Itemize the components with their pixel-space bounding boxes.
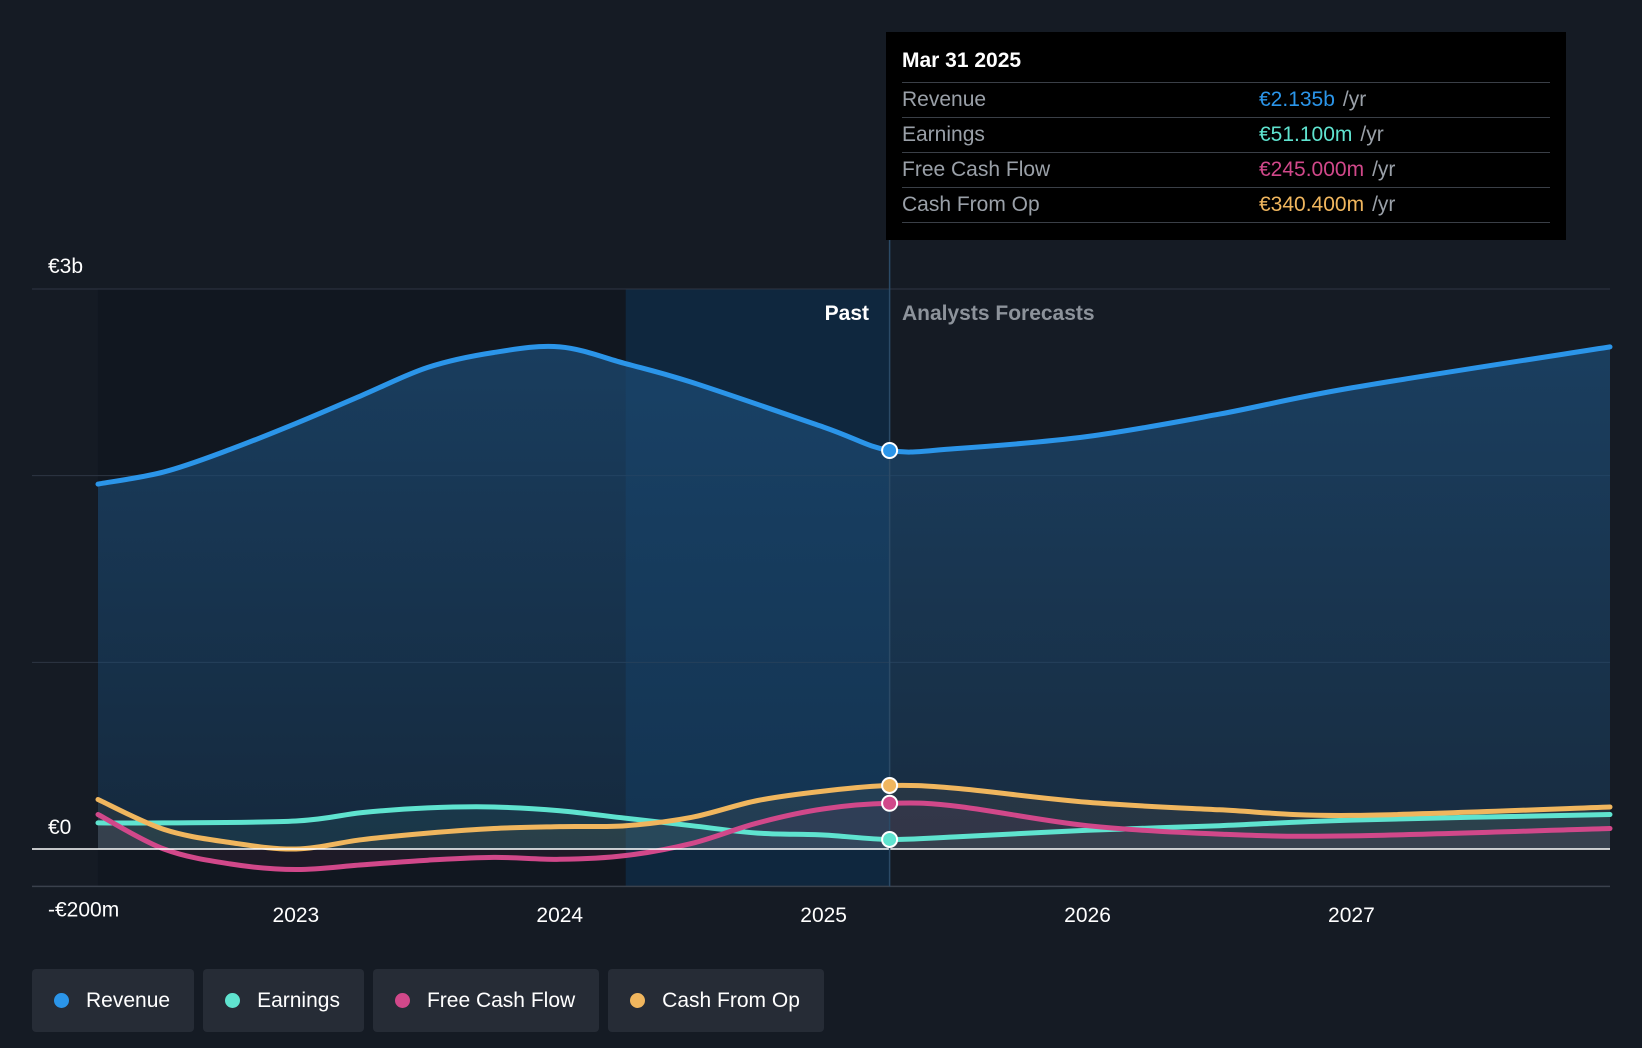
tooltip-row-unit: /yr (1372, 193, 1396, 216)
tooltip-date: Mar 31 2025 (902, 49, 1022, 72)
x-axis-labels: 2023 2024 2025 2026 2027 (273, 904, 1375, 927)
tooltip-row-unit: /yr (1342, 88, 1367, 111)
legend-item-free-cash-flow[interactable]: Free Cash Flow (372, 969, 600, 1032)
area-revenue (97, 346, 1611, 849)
area-earnings (97, 806, 1611, 849)
legend-label: Revenue (86, 988, 171, 1012)
point-free-cash-flow (881, 794, 899, 812)
legend-item-cash-from-op[interactable]: Cash From Op (608, 969, 824, 1032)
y-axis-labels: €3b €0 -€200m (48, 255, 119, 921)
line-free-cash-flow (95, 800, 1613, 873)
y-tick-label: €0 (48, 816, 71, 839)
legend-label: Free Cash Flow (426, 988, 576, 1012)
point-cash-from-op (881, 776, 899, 794)
tooltip-row-value: €2.135b (1259, 88, 1335, 111)
legend-dot-icon (394, 993, 410, 1008)
tooltip-row-value: €51.100m (1259, 123, 1353, 146)
legend-label: Cash From Op (662, 988, 800, 1012)
tooltip-row: Revenue €2.135b/yr (902, 82, 1550, 117)
tooltip-rows: Revenue €2.135b/yr Earnings €51.100m/yr Free… (902, 82, 1550, 223)
tooltip-row: Cash From Op €340.400m/yr (902, 187, 1550, 223)
legend-item-earnings[interactable]: Earnings (203, 969, 364, 1032)
y-tick-label: €3b (48, 255, 83, 278)
tooltip-row-label: Cash From Op (902, 193, 1040, 216)
tooltip-row: Free Cash Flow €245.000m/yr (902, 152, 1550, 187)
x-tick-label: 2023 (273, 904, 320, 927)
legend-dot-icon (54, 993, 69, 1008)
tooltip-row-value: €245.000m (1259, 158, 1365, 181)
tooltip-row-unit: /yr (1360, 123, 1384, 146)
tooltip-row-unit: /yr (1372, 158, 1396, 181)
tooltip-panel: Mar 31 2025 Revenue €2.135b/yr Earnings €51… (886, 32, 1566, 240)
legend-dot-icon (630, 993, 646, 1008)
tooltip-row-label: Free Cash Flow (902, 158, 1051, 181)
point-earnings (881, 830, 899, 848)
legend-label: Earnings (257, 988, 340, 1012)
legend-item-revenue[interactable]: Revenue (32, 969, 195, 1032)
point-revenue (881, 441, 899, 459)
line-revenue (95, 343, 1613, 487)
x-tick-label: 2027 (1328, 904, 1375, 927)
tooltip-row-label: Earnings (902, 123, 985, 146)
x-tick-label: 2026 (1064, 904, 1111, 927)
legend: Revenue Earnings Free Cash Flow Cash From O… (32, 969, 824, 1032)
x-tick-label: 2025 (800, 904, 847, 927)
tooltip-row: Earnings €51.100m/yr (902, 117, 1550, 152)
hover-points (881, 441, 899, 848)
past-label: Past (825, 302, 869, 325)
y-tick-label: -€200m (48, 898, 119, 921)
tooltip-row-value: €340.400m (1259, 193, 1365, 216)
forecast-label: Analysts Forecasts (902, 302, 1095, 325)
x-tick-label: 2024 (536, 904, 583, 927)
tooltip-row-label: Revenue (902, 88, 987, 111)
legend-dot-icon (225, 993, 241, 1008)
